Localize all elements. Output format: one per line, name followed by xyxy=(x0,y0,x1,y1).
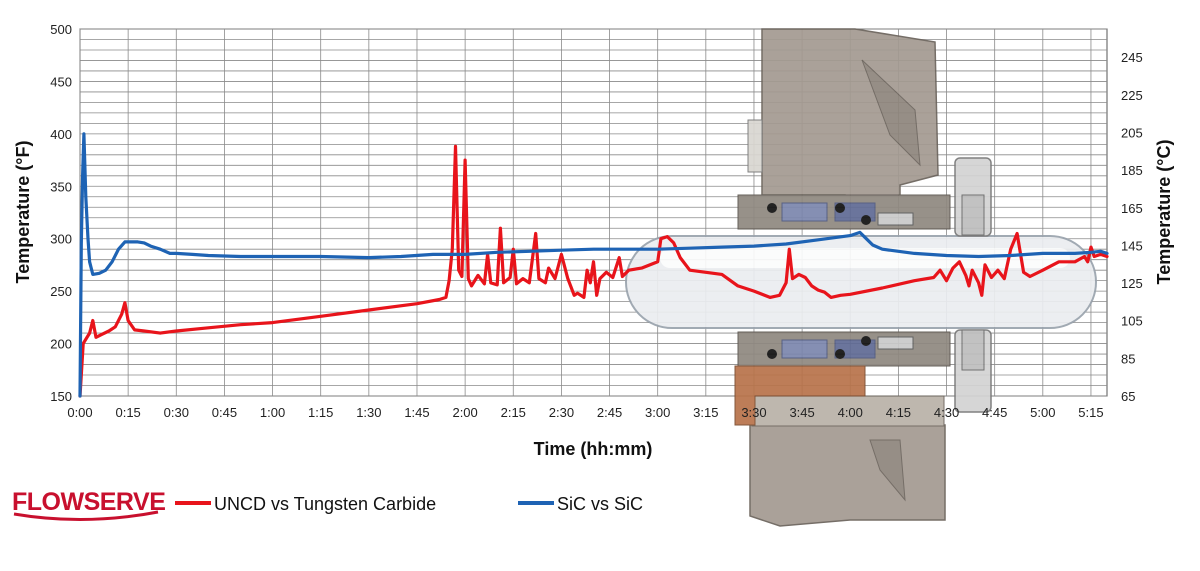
y-tick-label: 300 xyxy=(50,232,72,247)
y-right-tick-label: 165 xyxy=(1121,201,1143,216)
x-tick-label: 0:15 xyxy=(115,405,140,420)
y-tick-label: 350 xyxy=(50,179,72,194)
y-tick-label: 500 xyxy=(50,22,72,37)
logo-wordmark: FLOWSERVE xyxy=(12,488,165,516)
upper-oring-2 xyxy=(835,203,845,213)
x-tick-label: 2:00 xyxy=(452,405,477,420)
x-tick-label: 4:30 xyxy=(934,405,959,420)
x-tick-label: 1:30 xyxy=(356,405,381,420)
x-tick-label: 2:30 xyxy=(549,405,574,420)
lower-gland-housing xyxy=(749,424,946,527)
upper-oring-3 xyxy=(861,215,871,225)
y-right-tick-label: 245 xyxy=(1121,50,1143,65)
x-tick-label: 1:45 xyxy=(404,405,429,420)
x-tick-label: 5:15 xyxy=(1078,405,1103,420)
plot-area xyxy=(79,28,1108,397)
legend: UNCD vs Tungsten Carbide SiC vs SiC xyxy=(175,494,643,514)
lower-spring xyxy=(877,336,914,350)
y-right-tick-label: 185 xyxy=(1121,163,1143,178)
x-tick-label: 4:45 xyxy=(982,405,1007,420)
x-tick-label: 4:00 xyxy=(838,405,863,420)
sleeve-block xyxy=(734,365,866,426)
lower-oring-2 xyxy=(835,349,845,359)
x-tick-label: 1:00 xyxy=(260,405,285,420)
lower-seal-face-1 xyxy=(781,339,828,359)
lower-gland-detail xyxy=(869,439,906,502)
y-right-tick-label: 225 xyxy=(1121,88,1143,103)
x-tick-label: 3:45 xyxy=(789,405,814,420)
shaft-highlight xyxy=(660,248,1070,268)
y-tick-label: 200 xyxy=(50,337,72,352)
y-right-tick-label: 85 xyxy=(1121,351,1135,366)
flowserve-logo: FLOWSERVE xyxy=(12,488,166,522)
y-right-tick-label: 105 xyxy=(1121,314,1143,329)
y-tick-label: 150 xyxy=(50,389,72,404)
x-tick-label: 3:00 xyxy=(645,405,670,420)
mechanical-seal-illustration xyxy=(625,28,1097,527)
gland-face-upper xyxy=(747,119,763,173)
x-tick-label: 0:45 xyxy=(212,405,237,420)
lower-oring-3 xyxy=(861,336,871,346)
x-tick-label: 3:30 xyxy=(741,405,766,420)
y-tick-labels-left: 150 200 250 300 350 400 450 500 xyxy=(50,22,72,404)
y-right-tick-label: 125 xyxy=(1121,276,1143,291)
y-tick-label: 450 xyxy=(50,74,72,89)
x-tick-label: 0:00 xyxy=(67,405,92,420)
x-tick-label: 4:15 xyxy=(886,405,911,420)
upper-spring xyxy=(877,212,914,226)
y-tick-labels-right: 65 85 105 125 145 165 185 205 225 245 xyxy=(1121,50,1143,404)
legend-label: UNCD vs Tungsten Carbide xyxy=(214,494,436,514)
lower-oring-1 xyxy=(767,349,777,359)
x-tick-labels: 0:00 0:15 0:30 0:45 1:00 1:15 1:30 1:45 2:00 2:15… xyxy=(67,405,1103,420)
y-tick-label: 400 xyxy=(50,127,72,142)
y-axis-title-left: Temperature (°F) xyxy=(13,141,33,284)
legend-label: SiC vs SiC xyxy=(557,494,643,514)
x-tick-label: 0:30 xyxy=(164,405,189,420)
x-tick-label: 5:00 xyxy=(1030,405,1055,420)
upper-seal-face-1 xyxy=(781,202,828,222)
x-axis-title: Time (hh:mm) xyxy=(534,439,653,459)
y-right-tick-label: 65 xyxy=(1121,389,1135,404)
y-axis-title-right: Temperature (°C) xyxy=(1154,140,1174,285)
series-uncd-line xyxy=(78,144,1109,398)
y-right-tick-label: 205 xyxy=(1121,126,1143,141)
y-right-tick-label: 145 xyxy=(1121,238,1143,253)
logo-swoosh xyxy=(13,510,159,522)
upper-gland-detail xyxy=(861,59,921,167)
series-layer xyxy=(78,132,1109,398)
upper-screw xyxy=(961,194,985,236)
x-tick-label: 1:15 xyxy=(308,405,333,420)
x-tick-label: 3:15 xyxy=(693,405,718,420)
series-sic-line xyxy=(78,132,1109,398)
lower-screw xyxy=(961,329,985,371)
x-tick-label: 2:15 xyxy=(501,405,526,420)
upper-oring-1 xyxy=(767,203,777,213)
x-tick-label: 2:45 xyxy=(597,405,622,420)
y-tick-label: 250 xyxy=(50,284,72,299)
